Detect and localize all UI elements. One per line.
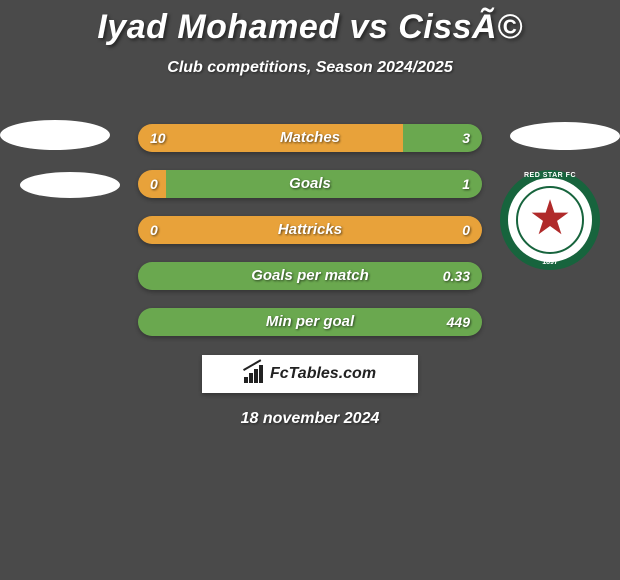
- logo-year: 1897: [500, 259, 600, 266]
- stat-bar: 0Goals1: [138, 170, 482, 198]
- date-text: 18 november 2024: [0, 410, 620, 428]
- stat-label: Goals per match: [138, 262, 482, 290]
- ellipse-shape: [20, 172, 120, 198]
- stat-label: Matches: [138, 124, 482, 152]
- brand-text: FcTables.com: [270, 365, 376, 383]
- star-icon: ★: [528, 195, 571, 243]
- stat-bar: 10Matches3: [138, 124, 482, 152]
- stat-bar: 0Hattricks0: [138, 216, 482, 244]
- chart-icon: [244, 365, 266, 383]
- brand-box: FcTables.com: [202, 355, 418, 393]
- page-title: Iyad Mohamed vs CissÃ©: [0, 0, 620, 47]
- stat-label: Goals: [138, 170, 482, 198]
- stat-label: Hattricks: [138, 216, 482, 244]
- stat-value-right: 449: [447, 308, 470, 336]
- left-player-placeholder: [0, 120, 120, 220]
- comparison-bars: 10Matches30Goals10Hattricks0Goals per ma…: [138, 124, 482, 354]
- stat-value-right: 1: [462, 170, 470, 198]
- right-ellipse: [510, 122, 620, 150]
- stat-bar: Goals per match0.33: [138, 262, 482, 290]
- stat-label: Min per goal: [138, 308, 482, 336]
- stat-bar: Min per goal449: [138, 308, 482, 336]
- logo-outer-ring: RED STAR FC ★ 1897: [500, 170, 600, 270]
- ellipse-shape: [0, 120, 110, 150]
- club-logo: RED STAR FC ★ 1897: [500, 170, 600, 270]
- subtitle: Club competitions, Season 2024/2025: [0, 59, 620, 77]
- stat-value-right: 3: [462, 124, 470, 152]
- stat-value-right: 0.33: [443, 262, 470, 290]
- stat-value-right: 0: [462, 216, 470, 244]
